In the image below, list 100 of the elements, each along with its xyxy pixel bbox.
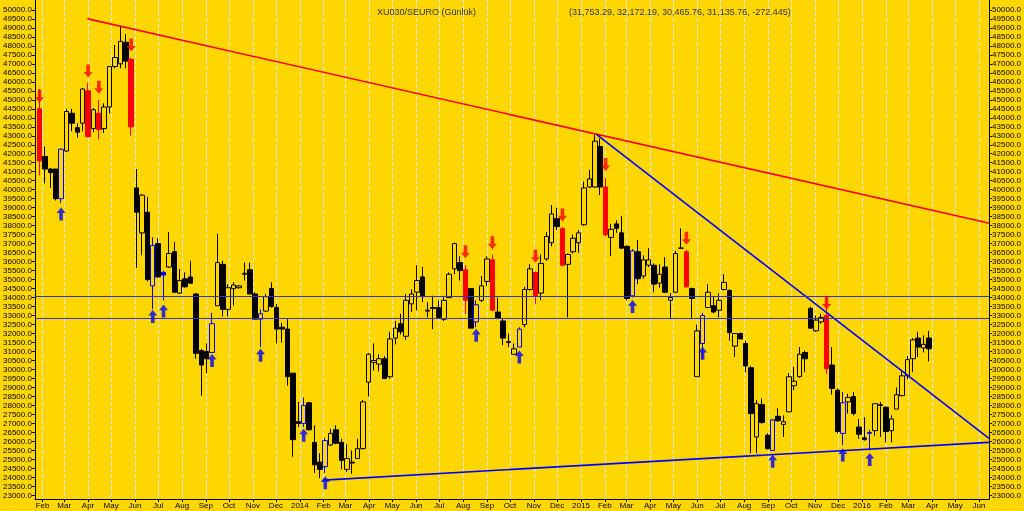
- candlestick: [856, 418, 862, 440]
- y-tick-label: 50000.0: [3, 5, 33, 15]
- point: [256, 348, 266, 362]
- y2-tick-label: 44000.0: [992, 113, 1022, 123]
- y2-tick-label: 50000.0: [992, 5, 1022, 15]
- y-tick-label: 28000.0: [3, 400, 33, 410]
- candlestick: [75, 122, 80, 139]
- y2-tick-label: 33500.0: [992, 302, 1022, 312]
- x-tick-label: Jun: [972, 500, 986, 510]
- point: [299, 428, 309, 442]
- candlestick: [425, 301, 430, 318]
- y2-tick-label: 48500.0: [992, 32, 1022, 42]
- point: [681, 231, 691, 245]
- x-tick-label: Apr: [81, 500, 95, 510]
- point: [768, 454, 778, 468]
- point: [148, 309, 158, 323]
- x-tick-label: Mar: [901, 500, 916, 510]
- y2-tick-label: 43500.0: [992, 122, 1022, 132]
- y-tick-label: 42500.0: [3, 140, 33, 150]
- y-tick-label: 40000.0: [3, 185, 33, 195]
- y2-tick-label: 47500.0: [992, 50, 1022, 60]
- candlestick: [560, 226, 565, 267]
- y2-tick-label: 46000.0: [992, 77, 1022, 87]
- x-tick-label: Mar: [338, 500, 353, 510]
- y2-tick-label: 30500.0: [992, 356, 1022, 366]
- y-tick-label: 40500.0: [3, 176, 33, 186]
- candlestick: [603, 177, 608, 237]
- x-tick-label: Apr: [644, 500, 657, 510]
- y-tick-label: 33500.0: [3, 302, 33, 312]
- y-tick-label: 27000.0: [3, 418, 33, 428]
- candlestick: [506, 333, 511, 348]
- point: [838, 448, 848, 462]
- candlestick: [128, 57, 134, 137]
- y-tick-label: 39000.0: [3, 203, 33, 213]
- x-tick-label: Apr: [362, 500, 376, 510]
- point: [530, 249, 540, 263]
- candlestick: [862, 416, 867, 442]
- y2-tick-label: 32500.0: [992, 320, 1022, 330]
- y2-tick-label: 47000.0: [992, 59, 1022, 69]
- y-tick-label: 48500.0: [3, 32, 33, 42]
- y-tick-label: 36000.0: [3, 257, 33, 267]
- x-tick-label: Sep: [479, 500, 495, 510]
- y-tick-label: 26500.0: [3, 427, 33, 437]
- y-tick-label: 24500.0: [3, 463, 33, 473]
- candlestick: [775, 407, 781, 423]
- y2-tick-label: 37000.0: [992, 239, 1022, 249]
- y2-tick-label: 28000.0: [992, 400, 1022, 410]
- y-tick-label: 44500.0: [3, 104, 33, 114]
- y2-tick-label: 25000.0: [992, 454, 1022, 464]
- x-tick-label: Mar: [619, 500, 634, 510]
- candlestick: [155, 237, 161, 279]
- y2-tick-label: 24000.0: [992, 472, 1022, 482]
- y2-tick-label: 33000.0: [992, 311, 1022, 321]
- y2-tick-label: 38500.0: [992, 212, 1022, 222]
- y2-tick-label: 23000.0: [992, 490, 1022, 500]
- y-tick-label: 47500.0: [3, 50, 33, 60]
- y2-tick-label: 42500.0: [992, 140, 1022, 150]
- candlestick: [614, 219, 619, 234]
- y2-tick-label: 45000.0: [992, 95, 1022, 105]
- y-tick-label: 23500.0: [3, 481, 33, 491]
- y2-tick-label: 49500.0: [992, 14, 1022, 24]
- point: [207, 354, 217, 368]
- y2-tick-label: 23500.0: [992, 481, 1022, 491]
- candlestick: [500, 318, 506, 346]
- candlestick: [630, 248, 635, 299]
- y-tick-label: 32000.0: [3, 329, 33, 339]
- candlestick: [484, 255, 490, 287]
- y2-tick-label: 36000.0: [992, 257, 1022, 267]
- candlestick: [765, 432, 770, 451]
- y2-tick-label: 34000.0: [992, 293, 1022, 303]
- candlestick: [829, 346, 835, 396]
- y2-tick-label: 26000.0: [992, 436, 1022, 446]
- x-tick-label: Feb: [878, 500, 894, 510]
- y2-tick-label: 29500.0: [992, 374, 1022, 384]
- candlestick: [743, 340, 748, 373]
- y2-tick-label: 25500.0: [992, 445, 1022, 455]
- candlestick: [538, 253, 544, 301]
- candlestick: [511, 342, 517, 355]
- x-tick-label: Jul: [153, 500, 164, 510]
- y-tick-label: 34500.0: [3, 284, 33, 294]
- y2-tick-label: 39000.0: [992, 203, 1022, 213]
- y-tick-label: 29000.0: [3, 383, 33, 393]
- candlestick: [473, 299, 479, 328]
- candlestick: [80, 87, 85, 132]
- y-tick-label: 49500.0: [3, 14, 33, 24]
- y2-tick-label: 48000.0: [992, 41, 1022, 51]
- y2-tick-label: 35000.0: [992, 275, 1022, 285]
- point: [557, 208, 567, 222]
- y-tick-label: 25000.0: [3, 454, 33, 464]
- y2-tick-label: 27500.0: [992, 409, 1022, 419]
- point: [628, 300, 638, 314]
- candlestick: [678, 227, 684, 250]
- candlestick: [673, 250, 678, 294]
- candlestick: [689, 287, 695, 320]
- candlestick: [608, 223, 614, 257]
- y-tick-label: 47000.0: [3, 59, 33, 69]
- y-tick-label: 33000.0: [3, 311, 33, 321]
- y-tick-label: 46500.0: [3, 68, 33, 78]
- y2-tick-label: 37500.0: [992, 230, 1022, 240]
- candlestick: [463, 264, 468, 315]
